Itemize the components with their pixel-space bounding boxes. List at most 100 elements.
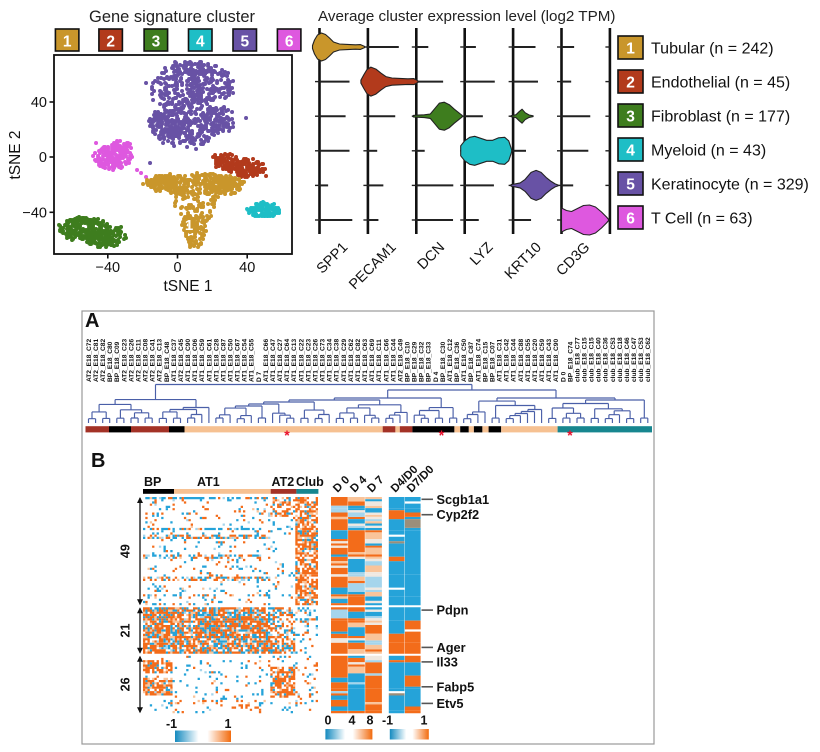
svg-text:AT1_E18_C13: AT1_E18_C13 — [291, 339, 298, 382]
svg-text:2: 2 — [626, 75, 635, 92]
svg-text:BP_E18_C07: BP_E18_C07 — [490, 341, 497, 382]
svg-text:club_E18_C15: club_E18_C15 — [589, 337, 596, 382]
svg-text:club_E18_C40: club_E18_C40 — [596, 337, 603, 382]
svg-text:Myeloid (n = 43): Myeloid (n = 43) — [651, 143, 766, 160]
svg-text:D 4: D 4 — [433, 371, 440, 382]
svg-text:tSNE 1: tSNE 1 — [163, 278, 212, 295]
svg-text:Il33: Il33 — [437, 654, 458, 669]
svg-text:BP_E18_C48: BP_E18_C48 — [164, 341, 171, 382]
svg-text:Scgb1a1: Scgb1a1 — [437, 492, 490, 507]
svg-text:AT2_E18_C82: AT2_E18_C82 — [100, 339, 107, 382]
svg-text:AT1_E18_C90: AT1_E18_C90 — [553, 339, 560, 382]
svg-text:AT1_E18_C42: AT1_E18_C42 — [504, 339, 511, 382]
svg-text:AT1_E18_C06: AT1_E18_C06 — [192, 339, 199, 382]
svg-text:2: 2 — [106, 34, 115, 51]
svg-text:AT1_E18_C87: AT1_E18_C87 — [220, 339, 227, 382]
svg-text:B: B — [91, 450, 105, 472]
svg-text:AT1_E18_C74: AT1_E18_C74 — [475, 339, 482, 382]
svg-text:4: 4 — [626, 143, 635, 160]
svg-text:BP_E18_C29: BP_E18_C29 — [412, 341, 419, 382]
svg-text:T Cell (n = 63): T Cell (n = 63) — [651, 211, 753, 228]
svg-text:*: * — [284, 427, 290, 443]
svg-text:-1: -1 — [166, 717, 177, 731]
svg-text:BP_E18_C09: BP_E18_C09 — [114, 341, 121, 382]
svg-text:0: 0 — [39, 150, 47, 166]
svg-text:AT1_E18_C66: AT1_E18_C66 — [263, 339, 270, 382]
svg-text:AT1_E18_C20: AT1_E18_C20 — [532, 339, 539, 382]
svg-text:5: 5 — [240, 34, 249, 51]
svg-text:5: 5 — [626, 177, 635, 194]
svg-text:club_E18_C53: club_E18_C53 — [610, 337, 617, 382]
svg-text:40: 40 — [31, 95, 47, 111]
svg-text:AT1_E18_C26: AT1_E18_C26 — [313, 339, 320, 382]
svg-text:AT1_E18_C54: AT1_E18_C54 — [242, 339, 249, 382]
svg-text:AT1_E18_C55: AT1_E18_C55 — [249, 339, 256, 382]
svg-text:AT1_E18_C88: AT1_E18_C88 — [518, 339, 525, 382]
svg-text:AT1_E18_C64: AT1_E18_C64 — [284, 339, 291, 382]
svg-text:AT1_E18_C23: AT1_E18_C23 — [305, 339, 312, 382]
svg-text:AT1_E18_C67: AT1_E18_C67 — [235, 339, 242, 382]
svg-text:AT1_E18_C31: AT1_E18_C31 — [497, 339, 504, 382]
svg-text:Tubular (n = 242): Tubular (n = 242) — [651, 41, 774, 58]
svg-text:AT2_E18_C45: AT2_E18_C45 — [178, 339, 185, 382]
svg-text:−40: −40 — [22, 205, 47, 221]
svg-text:AT2: AT2 — [272, 475, 295, 489]
svg-text:1: 1 — [626, 41, 635, 58]
svg-text:0: 0 — [173, 260, 181, 276]
svg-text:AT1_E18_C66: AT1_E18_C66 — [383, 339, 390, 382]
svg-text:AT1_E18_C63: AT1_E18_C63 — [362, 339, 369, 382]
svg-text:1: 1 — [185, 217, 193, 234]
svg-text:AT1_E18_C90: AT1_E18_C90 — [185, 339, 192, 382]
svg-text:AT2_E18_C13: AT2_E18_C13 — [157, 339, 164, 382]
svg-text:AT2_E18_C49: AT2_E18_C49 — [397, 339, 404, 382]
svg-text:AT1_E18_C47: AT1_E18_C47 — [270, 339, 277, 382]
svg-text:Pdpn: Pdpn — [437, 603, 469, 618]
svg-text:AT1_E18_C11: AT1_E18_C11 — [376, 339, 383, 382]
svg-text:AT2_E18_C26: AT2_E18_C26 — [128, 339, 135, 382]
svg-text:AT1_E18_C27: AT1_E18_C27 — [277, 339, 284, 382]
svg-text:1: 1 — [421, 714, 428, 728]
svg-text:AT1_E18_C37: AT1_E18_C37 — [171, 339, 178, 382]
svg-text:AT1_E18_C43: AT1_E18_C43 — [546, 339, 553, 382]
svg-text:club_E18_C77: club_E18_C77 — [574, 337, 581, 382]
svg-text:AT1_E18_C44: AT1_E18_C44 — [390, 339, 397, 382]
svg-text:AT1_E18_C61: AT1_E18_C61 — [206, 339, 213, 382]
svg-text:club_E18_C53: club_E18_C53 — [638, 337, 645, 382]
svg-text:Average cluster expression lev: Average cluster expression level (log2 T… — [318, 8, 615, 25]
svg-text:Etv5: Etv5 — [437, 696, 464, 711]
svg-text:D 0: D 0 — [560, 371, 567, 382]
svg-text:AT1_E18_C34: AT1_E18_C34 — [327, 339, 334, 382]
svg-text:D 7: D 7 — [365, 474, 386, 495]
svg-text:Club: Club — [296, 475, 324, 489]
svg-text:4: 4 — [196, 34, 205, 51]
svg-text:AT1_E18_C69: AT1_E18_C69 — [369, 339, 376, 382]
svg-text:AT2_E18_C72: AT2_E18_C72 — [86, 339, 93, 382]
svg-text:AT1_E18_C50: AT1_E18_C50 — [228, 339, 235, 382]
svg-text:AT2_E18_C08: AT2_E18_C08 — [143, 339, 150, 382]
svg-text:club_E18_C47: club_E18_C47 — [631, 337, 638, 382]
svg-text:AT1_E18_C50: AT1_E18_C50 — [461, 339, 468, 382]
svg-text:tSNE 2: tSNE 2 — [7, 130, 24, 179]
svg-text:26: 26 — [119, 677, 133, 691]
svg-text:AT1_E18_C73: AT1_E18_C73 — [320, 339, 327, 382]
svg-text:1: 1 — [225, 717, 232, 731]
svg-text:AT1_E18_C22: AT1_E18_C22 — [298, 339, 305, 382]
svg-text:club_E18_C62: club_E18_C62 — [645, 337, 652, 382]
svg-text:club_E18_C15: club_E18_C15 — [582, 337, 589, 382]
svg-text:DCN: DCN — [415, 240, 449, 274]
svg-text:Keratinocyte (n = 329): Keratinocyte (n = 329) — [651, 177, 809, 194]
svg-text:D 7: D 7 — [256, 371, 263, 382]
svg-text:AT1_E18_C12: AT1_E18_C12 — [447, 339, 454, 382]
svg-text:AT1_E18_C55: AT1_E18_C55 — [525, 339, 532, 382]
svg-text:AT1_E18_C59: AT1_E18_C59 — [199, 339, 206, 382]
svg-text:AT2_E18_C41: AT2_E18_C41 — [150, 339, 157, 382]
svg-text:8: 8 — [367, 714, 374, 728]
svg-text:club_E18_C36: club_E18_C36 — [603, 337, 610, 382]
svg-text:BP_E18_C15: BP_E18_C15 — [482, 341, 489, 382]
svg-text:AT1_E18_C38: AT1_E18_C38 — [334, 339, 341, 382]
svg-text:Fabp5: Fabp5 — [437, 679, 475, 694]
svg-text:AT2_E18_C23: AT2_E18_C23 — [121, 339, 128, 382]
svg-text:AT1_E18_C44: AT1_E18_C44 — [511, 339, 518, 382]
svg-text:Ager: Ager — [437, 640, 466, 655]
svg-text:AT1_E18_C62: AT1_E18_C62 — [348, 339, 355, 382]
